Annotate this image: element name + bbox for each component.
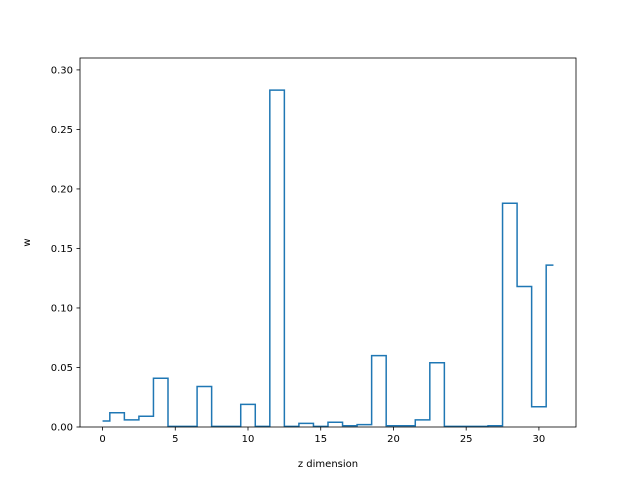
y-tick-label: 0.25 [51,125,73,136]
x-tick-label: 15 [314,434,327,445]
y-tick-label: 0.15 [51,244,73,255]
x-tick-label: 25 [460,434,473,445]
x-tick-label: 0 [99,434,105,445]
x-tick-label: 5 [172,434,178,445]
y-tick-label: 0.00 [51,423,73,434]
y-tick-label: 0.05 [51,363,73,374]
plot-frame [79,57,577,428]
x-tick-label: 10 [242,434,255,445]
y-tick-label: 0.10 [51,303,73,314]
y-axis-label: w [22,238,33,246]
x-axis-ticks: 0 5 10 15 20 25 30 [99,427,545,445]
x-tick-label: 20 [387,434,400,445]
series-step-line [102,89,554,428]
y-tick-label: 0.20 [51,184,73,195]
x-axis-label: z dimension [298,459,358,470]
x-tick-label: 30 [533,434,546,445]
y-axis-ticks: 0.00 0.05 0.10 0.15 0.20 0.25 0.30 [51,65,80,434]
y-tick-label: 0.30 [51,65,73,76]
